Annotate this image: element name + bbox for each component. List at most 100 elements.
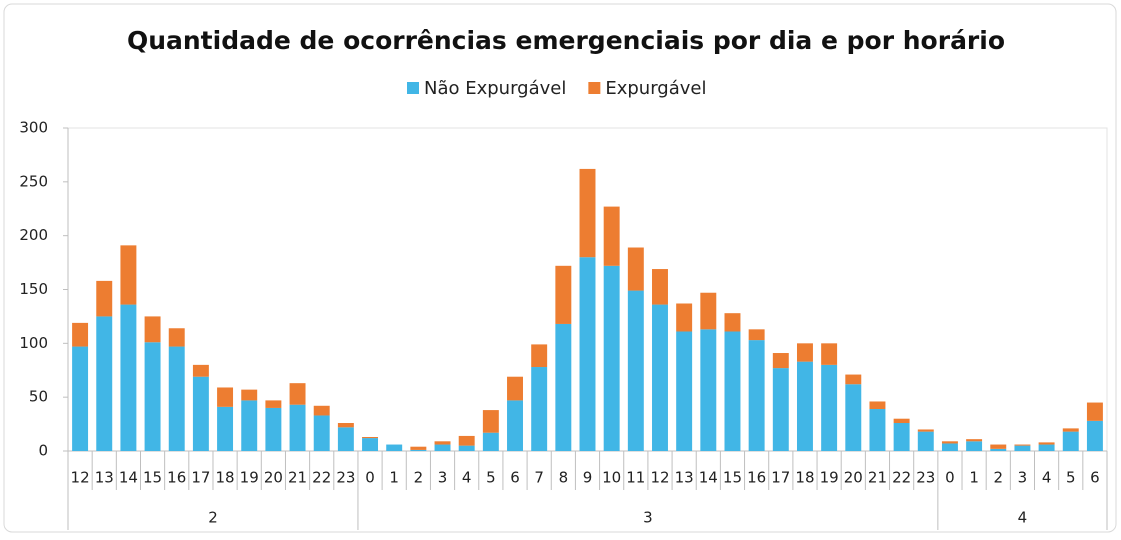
bar-segment (482, 410, 499, 433)
x-tick-label: 18 (216, 469, 235, 487)
x-tick-label: 2 (414, 469, 424, 487)
x-tick-label: 6 (1090, 469, 1100, 487)
x-tick-label: 22 (312, 469, 331, 487)
bar-segment (869, 409, 886, 451)
x-tick-label: 0 (945, 469, 955, 487)
bar-segment (603, 206, 620, 266)
bar-segment (603, 265, 620, 451)
bar-segment (434, 441, 451, 445)
x-tick-label: 18 (795, 469, 814, 487)
bar-segment (796, 343, 813, 362)
bar-segment (966, 439, 983, 442)
bar-segment (337, 423, 354, 428)
bar-segment (555, 323, 572, 451)
group-label: 3 (643, 509, 653, 527)
bar-segment (265, 400, 282, 408)
bar-segment (1086, 402, 1103, 421)
bar-segment (120, 304, 137, 451)
x-tick-label: 0 (365, 469, 375, 487)
legend-swatch (588, 82, 601, 94)
bar-segment (507, 376, 523, 401)
x-tick-label: 4 (1042, 469, 1052, 487)
x-tick-label: 1 (969, 469, 979, 487)
y-tick-label: 150 (19, 280, 48, 298)
bar-segment (289, 383, 306, 405)
y-tick-label: 250 (19, 172, 48, 190)
legend-label: Não Expurgável (424, 78, 566, 99)
bar-segment (917, 429, 934, 432)
x-tick-label: 16 (167, 469, 186, 487)
bar-segment (217, 387, 234, 407)
bar-segment (72, 322, 89, 347)
x-tick-label: 17 (191, 469, 210, 487)
x-tick-label: 7 (534, 469, 544, 487)
bar-segment (821, 364, 838, 451)
x-tick-label: 4 (462, 469, 472, 487)
x-tick-label: 19 (820, 469, 839, 487)
bar-segment (168, 328, 185, 347)
x-tick-label: 19 (240, 469, 259, 487)
bar-segment (120, 245, 137, 305)
bar-segment (990, 444, 1007, 449)
bar-segment (144, 316, 161, 343)
x-tick-label: 13 (675, 469, 694, 487)
bar-segment (700, 292, 717, 330)
bar-segment (869, 401, 886, 410)
bar-segment (724, 313, 741, 332)
x-tick-label: 17 (771, 469, 790, 487)
x-tick-label: 14 (699, 469, 718, 487)
x-tick-label: 21 (288, 469, 307, 487)
bar-segment (579, 168, 596, 258)
y-tick-label: 0 (38, 442, 48, 460)
x-tick-label: 5 (1066, 469, 1076, 487)
y-tick-label: 100 (19, 334, 48, 352)
x-tick-label: 15 (723, 469, 742, 487)
bar-segment (555, 265, 572, 324)
x-tick-label: 15 (143, 469, 162, 487)
x-tick-label: 13 (95, 469, 114, 487)
bar-segment (410, 449, 427, 451)
bar-segment (579, 257, 596, 451)
bar-segment (1062, 431, 1079, 451)
bar-segment (845, 374, 862, 385)
bar-segment (676, 303, 693, 332)
bar-segment (893, 423, 910, 451)
bar-segment (941, 441, 958, 444)
x-tick-label: 16 (747, 469, 766, 487)
x-tick-label: 12 (71, 469, 90, 487)
bar-segment (458, 435, 475, 446)
bar-segment (748, 329, 765, 341)
y-tick-label: 50 (29, 388, 48, 406)
bar-segment (531, 367, 548, 451)
bar-segment (313, 415, 330, 451)
bar-segment (1038, 442, 1055, 445)
bar-segment (192, 364, 209, 377)
x-tick-label: 20 (264, 469, 283, 487)
bar-segment (627, 247, 644, 291)
bar-segment (72, 346, 89, 451)
x-tick-label: 9 (583, 469, 593, 487)
bar-segment (676, 331, 693, 451)
bar-segment (772, 353, 789, 369)
bar-segment (893, 418, 910, 424)
bar-segment (772, 368, 789, 451)
legend-label: Expurgável (605, 78, 706, 99)
bar-segment (265, 407, 282, 451)
bar-segment (192, 376, 209, 451)
bar-segment (1014, 444, 1031, 446)
bar-segment (917, 431, 934, 451)
group-label: 4 (1018, 509, 1028, 527)
x-tick-label: 21 (868, 469, 887, 487)
x-tick-label: 6 (510, 469, 520, 487)
bar-segment (1014, 445, 1031, 451)
bar-segment (458, 445, 475, 451)
x-tick-label: 23 (336, 469, 355, 487)
chart-title: Quantidade de ocorrências emergenciais p… (127, 26, 1005, 55)
bar-segment (700, 329, 717, 451)
bar-segment (748, 340, 765, 451)
bar-segment (990, 448, 1007, 451)
bar-segment (1086, 420, 1103, 451)
bar-segment (627, 290, 644, 451)
bar-segment (362, 437, 379, 439)
